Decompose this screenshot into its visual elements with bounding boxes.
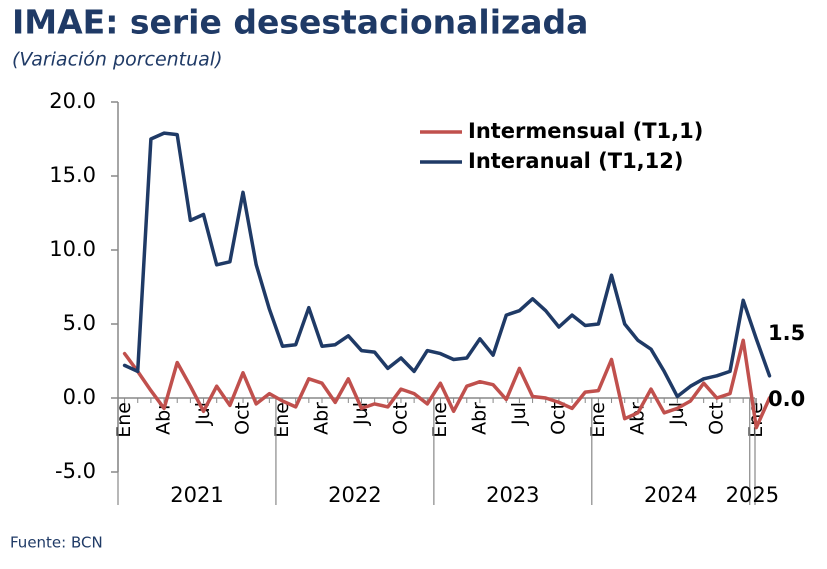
x-tick-label: Abr xyxy=(310,402,332,435)
y-tick-label: 20.0 xyxy=(49,89,96,113)
y-tick-label: -5.0 xyxy=(55,459,96,483)
x-tick-label: Jul xyxy=(666,402,688,426)
y-tick-label: 15.0 xyxy=(49,163,96,187)
x-tick-label: Oct xyxy=(547,402,569,435)
year-label: 2021 xyxy=(170,483,223,507)
chart-subtitle: (Variación porcentual) xyxy=(12,49,223,71)
legend-label: Intermensual (T1,1) xyxy=(468,119,703,143)
year-label: 2025 xyxy=(726,483,779,507)
year-label: 2023 xyxy=(486,483,539,507)
series-line xyxy=(122,338,772,430)
end-label: 0.0 xyxy=(768,387,805,411)
x-tick-label: Jul xyxy=(192,402,214,426)
x-tick-label: Jul xyxy=(508,402,530,426)
x-tick-label: Abr xyxy=(153,402,175,435)
year-label: 2024 xyxy=(644,483,697,507)
x-tick-label: Ene xyxy=(271,402,293,438)
x-tick-label: Oct xyxy=(232,402,254,435)
y-tick-label: 0.0 xyxy=(63,385,96,409)
x-tick-label: Abr xyxy=(626,402,648,435)
x-tick-label: Oct xyxy=(389,402,411,435)
x-tick-label: Ene xyxy=(587,402,609,438)
year-label: 2022 xyxy=(328,483,381,507)
chart-title: IMAE: serie desestacionalizada xyxy=(12,3,588,42)
source: Fuente: BCN xyxy=(10,534,103,552)
y-tick-label: 5.0 xyxy=(63,311,96,335)
x-tick-label: Ene xyxy=(113,402,135,438)
x-tick-label: Ene xyxy=(429,402,451,438)
end-label: 1.5 xyxy=(768,321,805,345)
series-line xyxy=(122,131,772,399)
y-tick-label: 10.0 xyxy=(49,237,96,261)
x-tick-label: Abr xyxy=(468,402,490,435)
x-tick-label: Oct xyxy=(705,402,727,435)
legend-label: Interanual (T1,12) xyxy=(468,149,684,173)
